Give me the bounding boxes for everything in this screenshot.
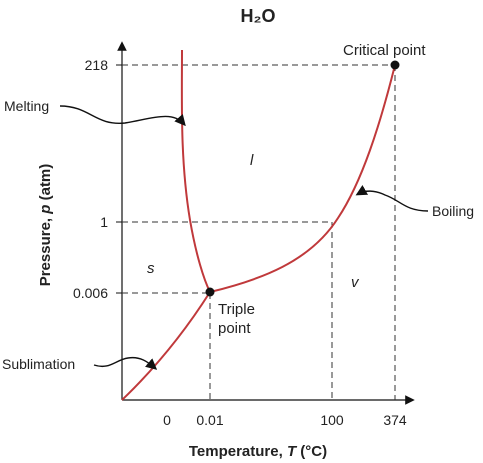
annotation: Sublimation (2, 356, 75, 372)
annotation: Triple (218, 301, 255, 318)
arrow (59, 105, 186, 127)
guide (122, 64, 396, 400)
triple-point (205, 287, 215, 297)
x-tick-label: 0.01 (196, 412, 223, 428)
guide (122, 292, 211, 400)
y-tick-label: 1 (100, 214, 108, 230)
boiling-curve (209, 64, 396, 293)
annotation: Critical point (343, 42, 426, 59)
region-label: l (250, 152, 254, 169)
annotation: Melting (4, 98, 49, 114)
sublimation-curve (121, 291, 211, 401)
arrow (355, 184, 429, 212)
x-tick-label: 100 (320, 412, 344, 428)
x-axis-label: Temperature, T (°C) (189, 443, 327, 460)
region-label: v (351, 274, 360, 291)
x-tick-label: 374 (383, 412, 407, 428)
critical-point (390, 60, 400, 70)
guide (122, 221, 333, 400)
title: H₂O (241, 6, 276, 26)
region-label: s (147, 260, 155, 277)
y-axis-label: Pressure, p (atm) (37, 164, 54, 287)
arrow (93, 356, 158, 370)
annotation: Boiling (432, 203, 474, 219)
x-tick-label: 0 (163, 412, 171, 428)
annotation: point (218, 320, 251, 337)
y-tick-label: 218 (85, 57, 109, 73)
melting-curve (180, 49, 211, 293)
y-tick-label: 0.006 (73, 285, 108, 301)
